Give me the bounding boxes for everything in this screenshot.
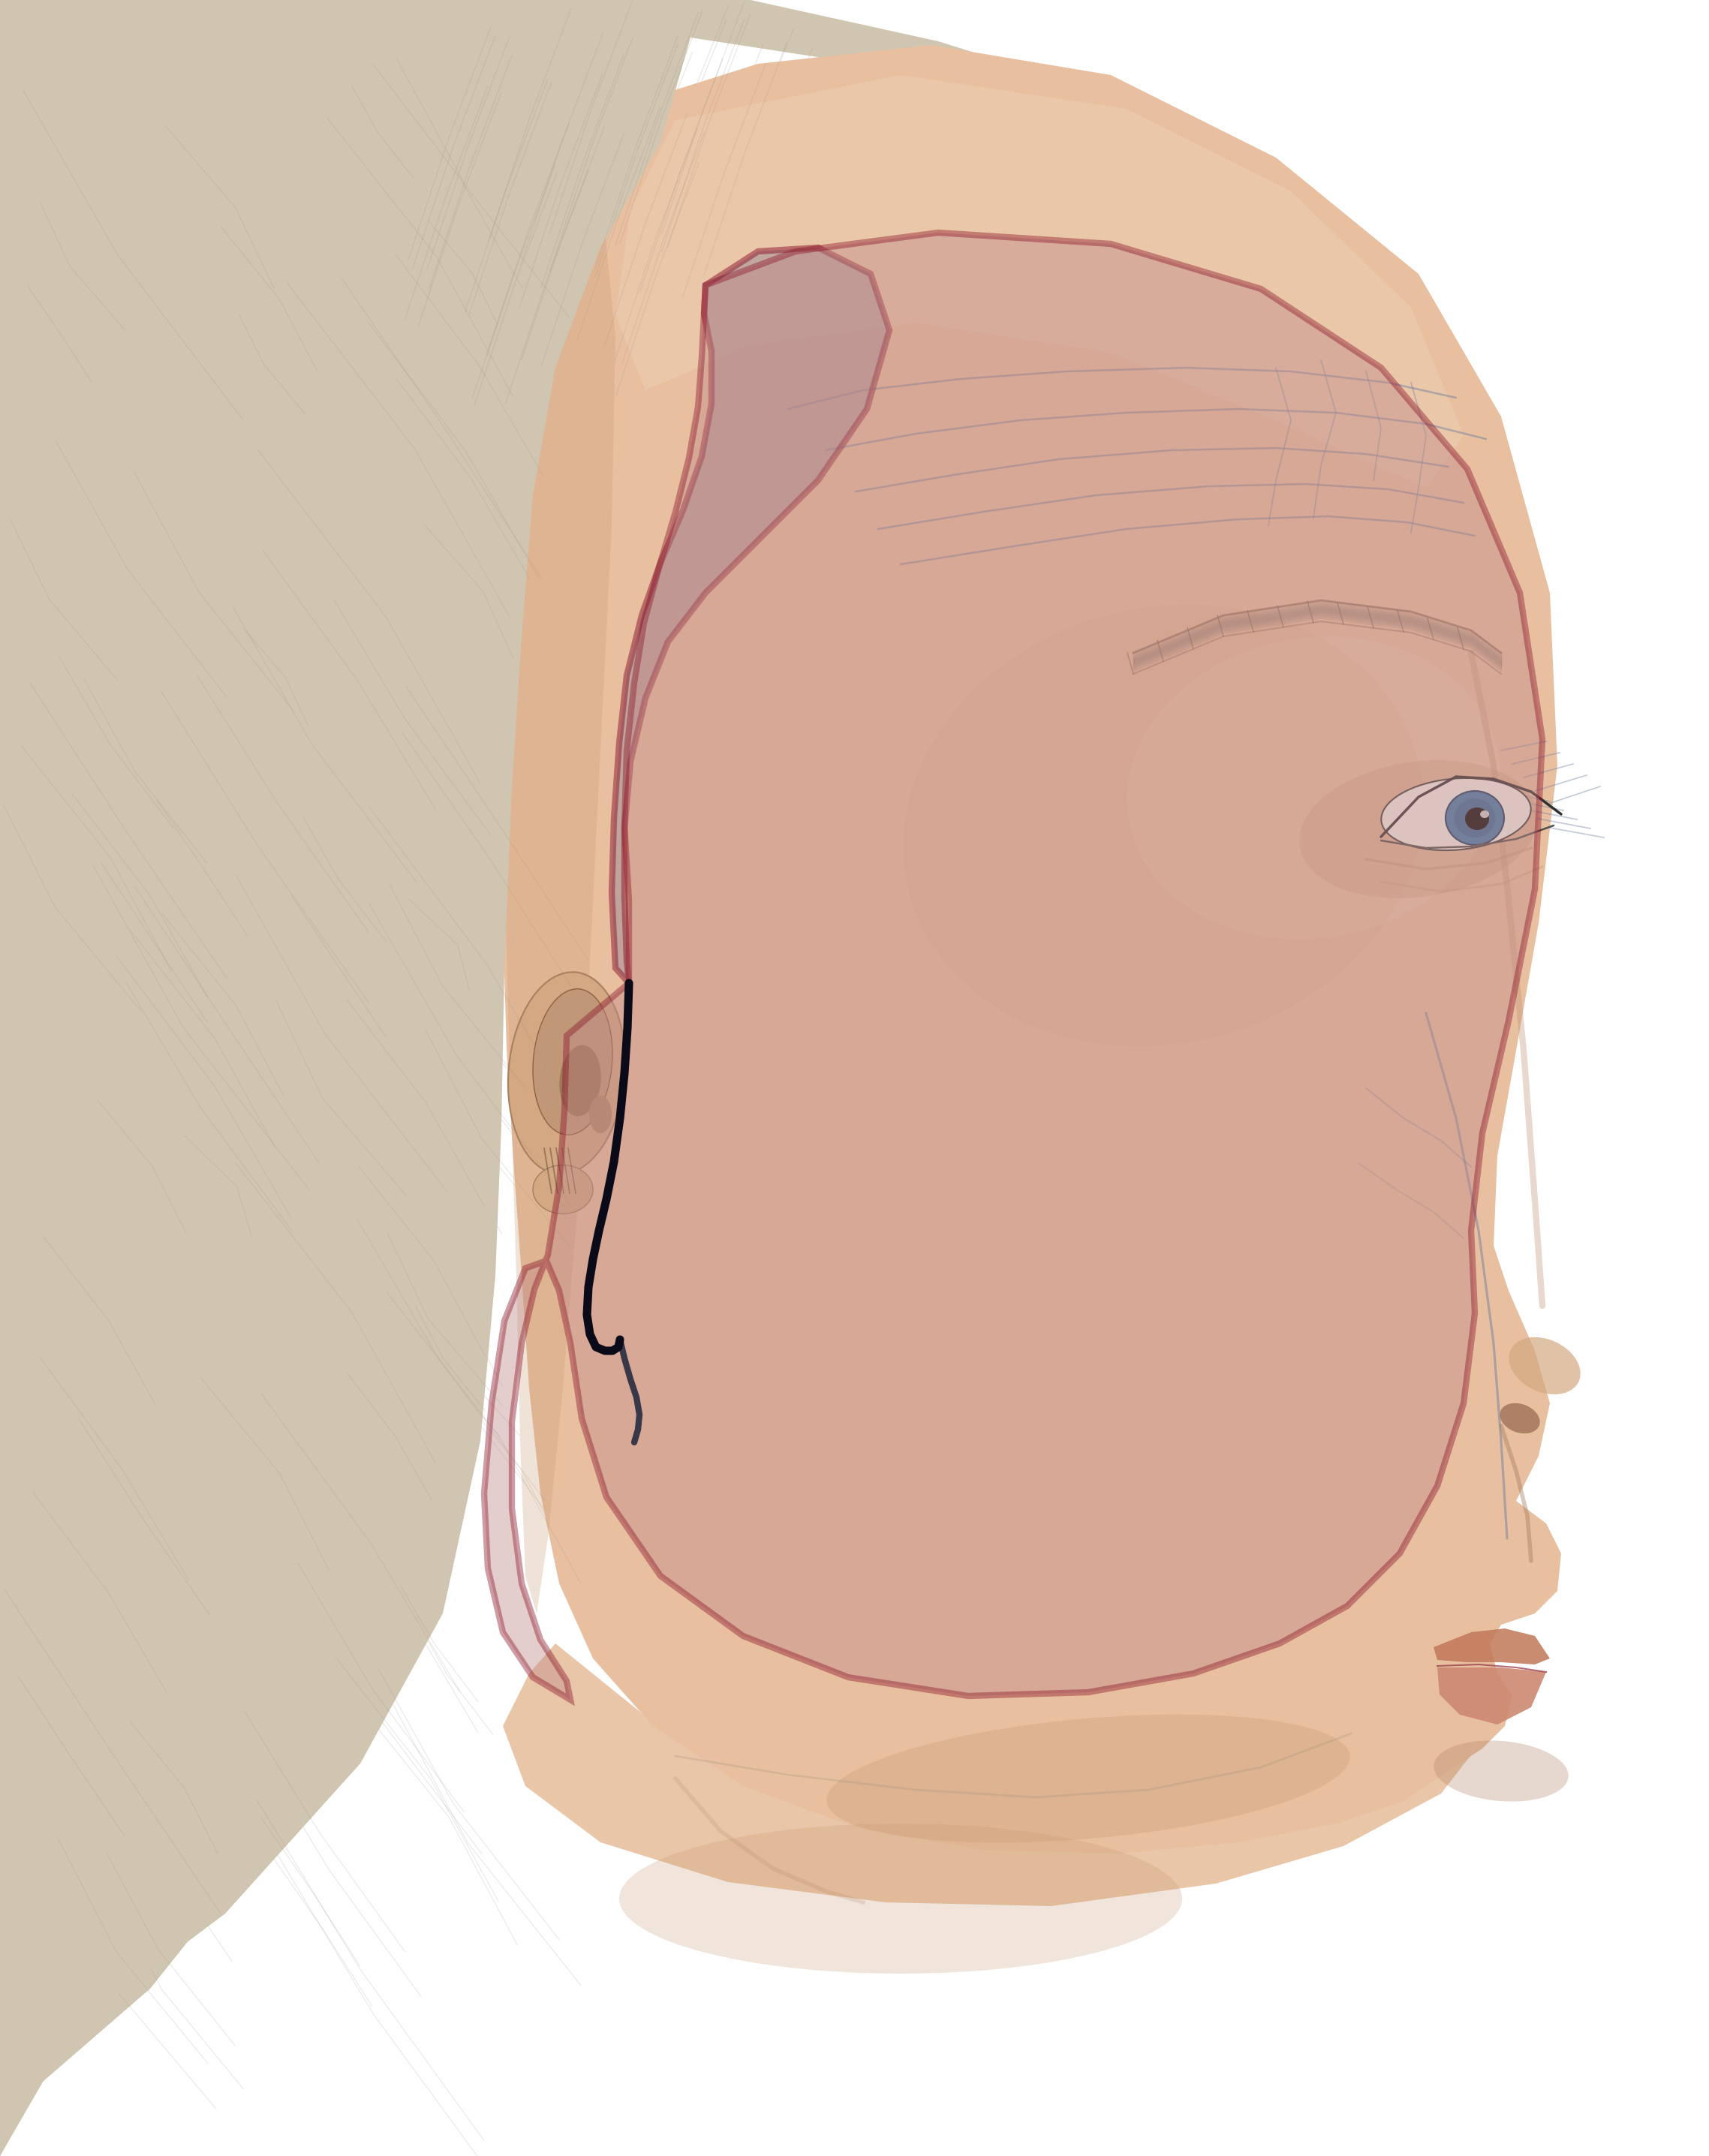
Ellipse shape xyxy=(533,1164,593,1214)
Ellipse shape xyxy=(1480,811,1489,817)
Ellipse shape xyxy=(1126,636,1501,940)
Polygon shape xyxy=(1434,1628,1550,1664)
Polygon shape xyxy=(502,1643,1494,1906)
Polygon shape xyxy=(612,248,889,983)
Ellipse shape xyxy=(1434,1740,1569,1802)
Ellipse shape xyxy=(1446,791,1504,845)
Ellipse shape xyxy=(1501,1404,1540,1434)
Ellipse shape xyxy=(619,1824,1183,1973)
Polygon shape xyxy=(0,0,690,2156)
Polygon shape xyxy=(501,127,615,1613)
Ellipse shape xyxy=(559,1046,602,1117)
Polygon shape xyxy=(1437,1667,1547,1725)
Ellipse shape xyxy=(533,990,612,1134)
Polygon shape xyxy=(496,0,1403,315)
Polygon shape xyxy=(0,0,675,2156)
Polygon shape xyxy=(501,45,1560,1854)
Ellipse shape xyxy=(1454,798,1495,837)
Ellipse shape xyxy=(590,1095,612,1134)
Ellipse shape xyxy=(1381,778,1531,849)
Ellipse shape xyxy=(1465,808,1489,830)
Polygon shape xyxy=(484,233,1543,1699)
Polygon shape xyxy=(615,75,1463,487)
Ellipse shape xyxy=(508,972,625,1175)
Ellipse shape xyxy=(1509,1337,1581,1395)
Ellipse shape xyxy=(1299,761,1538,899)
Ellipse shape xyxy=(827,1714,1350,1843)
Ellipse shape xyxy=(904,604,1424,1046)
